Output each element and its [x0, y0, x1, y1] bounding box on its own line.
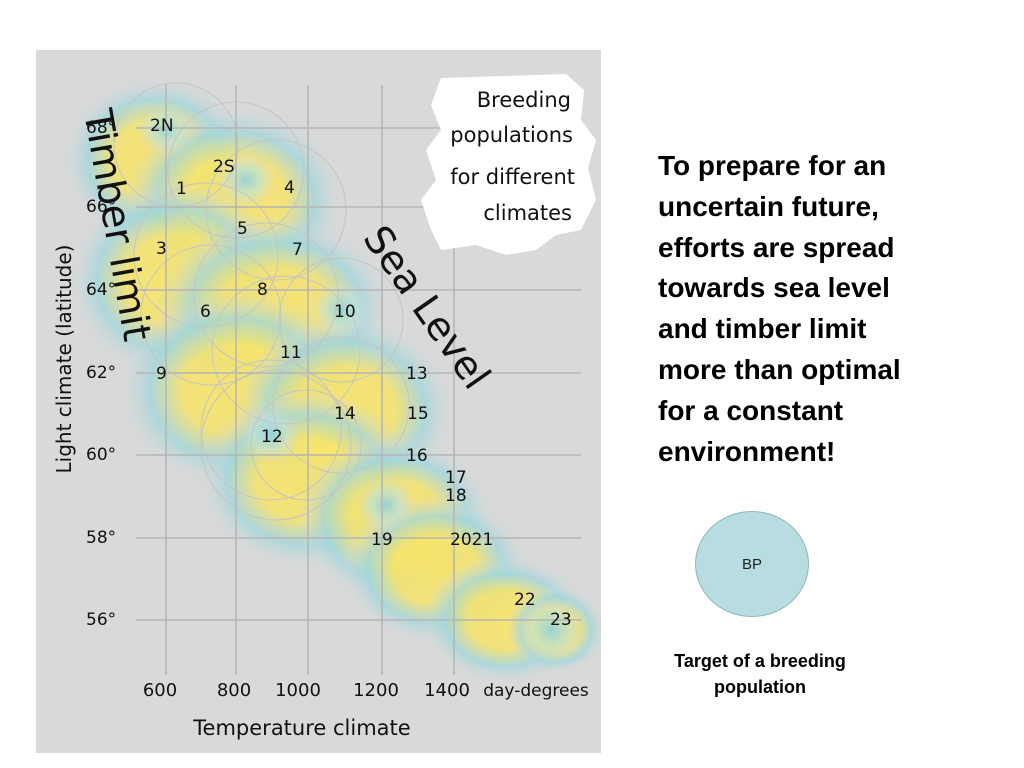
population-label: 18 — [445, 486, 467, 506]
population-label: 12 — [261, 427, 283, 447]
summary-line: towards sea level — [658, 272, 890, 304]
population-label: 3 — [156, 239, 167, 259]
x-axis-title: Temperature climate — [192, 716, 410, 740]
y-axis-title: Light climate (latitude) — [52, 245, 76, 474]
x-tick-label: 1200 — [353, 680, 399, 701]
population-label: 2021 — [450, 530, 493, 550]
x-tick-labels: 600 800 1000 1200 1400 day-degrees — [143, 680, 589, 701]
population-label: 14 — [334, 404, 356, 424]
population-label: 23 — [550, 610, 572, 630]
x-unit-label: day-degrees — [483, 681, 589, 701]
grid-lines — [136, 85, 581, 675]
summary-line: environment! — [658, 435, 836, 467]
y-tick-label: 60° — [86, 445, 116, 465]
summary-line: and timber limit — [658, 313, 867, 345]
y-tick-label: 64° — [86, 280, 116, 300]
population-labels: 2N 2S 1 4 5 3 7 8 6 10 11 9 13 14 15 12 … — [150, 116, 572, 630]
title-cloud — [421, 74, 596, 255]
summary-line: for a constant — [658, 394, 844, 426]
population-cloud — [61, 75, 601, 685]
population-label: 22 — [514, 590, 536, 610]
caption-line: Target of a breeding — [674, 651, 846, 671]
title-line-2: populations — [450, 123, 573, 147]
population-label: 1 — [176, 179, 187, 199]
caption-line: population — [714, 677, 806, 697]
population-label: 7 — [292, 240, 303, 260]
population-label: 6 — [200, 302, 211, 322]
y-tick-labels: 68° 66° 64° 62° 60° 58° 56° — [86, 118, 116, 630]
y-tick-label: 66° — [86, 197, 116, 217]
population-label: 17 — [445, 468, 467, 488]
population-label: 15 — [407, 404, 429, 424]
breeding-population-caption: Target of a breeding population — [640, 648, 880, 700]
title-line-4: climates — [483, 201, 572, 225]
population-label: 8 — [257, 280, 268, 300]
population-label: 2S — [213, 157, 235, 177]
population-label: 10 — [334, 302, 356, 322]
population-label: 13 — [406, 364, 428, 384]
y-tick-label: 56° — [86, 610, 116, 630]
plot-svg: Breeding populations for different clima… — [52, 74, 601, 740]
breeding-population-map: Breeding populations for different clima… — [36, 50, 601, 753]
summary-text: To prepare for an uncertain future, effo… — [658, 146, 978, 472]
population-label: 11 — [280, 343, 302, 363]
population-label: 5 — [237, 219, 248, 239]
y-tick-label: 58° — [86, 528, 116, 548]
title-line-1: Breeding — [477, 88, 571, 112]
x-tick-label: 1400 — [424, 680, 470, 701]
summary-line: efforts are spread — [658, 231, 895, 263]
title-line-3: for different — [450, 165, 575, 189]
plot-title: Breeding populations for different clima… — [450, 88, 575, 225]
population-label: 4 — [284, 178, 295, 198]
breeding-population-circle: BP — [695, 511, 809, 617]
population-label: 2N — [150, 116, 174, 136]
population-label: 16 — [406, 446, 428, 466]
population-label: 19 — [371, 530, 393, 550]
summary-line: uncertain future, — [658, 190, 879, 222]
x-tick-label: 1000 — [275, 680, 321, 701]
y-tick-label: 68° — [86, 118, 116, 138]
x-tick-label: 600 — [143, 680, 177, 701]
summary-line: To prepare for an — [658, 150, 887, 181]
x-tick-label: 800 — [217, 680, 251, 701]
bp-label: BP — [741, 555, 762, 573]
summary-line: more than optimal — [658, 353, 901, 385]
y-tick-label: 62° — [86, 363, 116, 383]
population-label: 9 — [156, 364, 167, 384]
